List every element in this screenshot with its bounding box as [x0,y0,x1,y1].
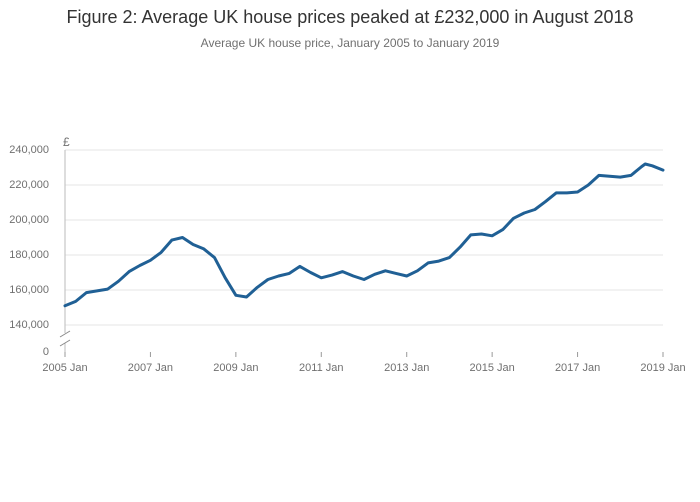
x-tick-label: 2007 Jan [128,362,173,374]
x-tick-label: 2019 Jan [640,362,685,374]
chart-title: Figure 2: Average UK house prices peaked… [66,7,633,27]
axis-break [59,330,71,338]
x-tick-label: 2013 Jan [384,362,429,374]
axis-break [59,339,71,347]
x-tick-label: 2011 Jan [299,362,343,374]
chart-subtitle: Average UK house price, January 2005 to … [201,36,500,50]
x-tick-label: 2009 Jan [213,362,258,374]
y-tick-label: 240,000 [9,144,49,156]
y-tick-label: 220,000 [9,179,49,191]
y-tick-label: 140,000 [9,319,49,331]
x-tick-label: 2005 Jan [42,362,87,374]
y-unit: £ [63,135,70,149]
x-tick-label: 2017 Jan [555,362,600,374]
x-tick-label: 2015 Jan [470,362,515,374]
data-line [63,162,665,308]
y-tick-label: 0 [43,346,49,358]
y-tick-label: 160,000 [9,284,49,296]
y-tick-label: 180,000 [9,249,49,261]
y-tick-label: 200,000 [9,214,49,226]
